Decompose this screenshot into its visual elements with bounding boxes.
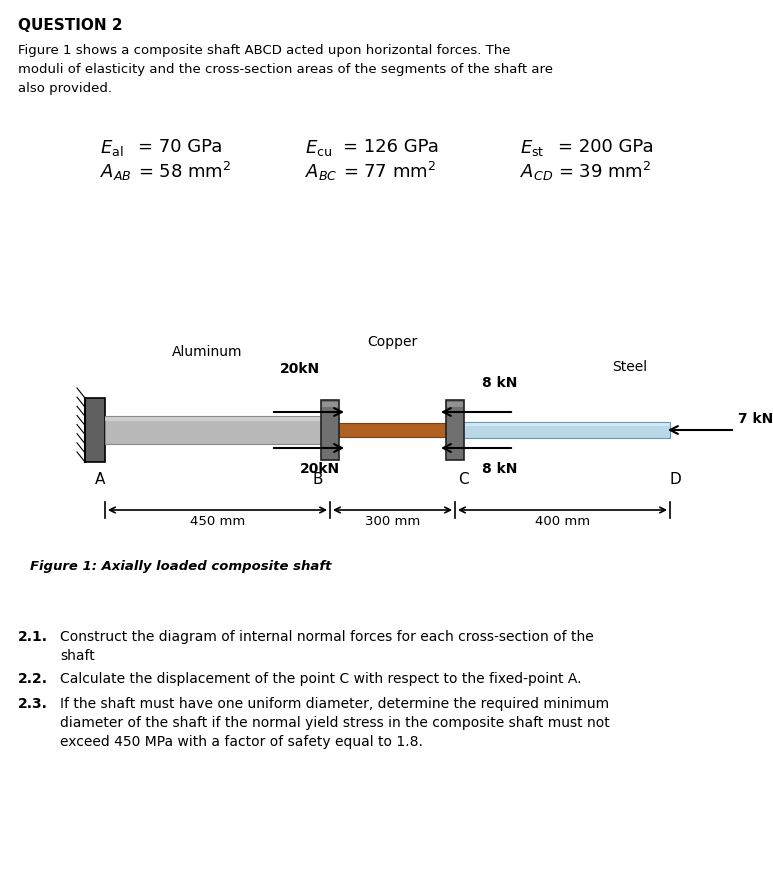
Bar xyxy=(330,423,455,437)
Text: = 58 mm$^2$: = 58 mm$^2$ xyxy=(138,162,231,182)
Text: If the shaft must have one uniform diameter, determine the required minimum: If the shaft must have one uniform diame… xyxy=(60,697,609,711)
Text: also provided.: also provided. xyxy=(18,82,112,95)
Bar xyxy=(447,402,463,407)
Text: moduli of elasticity and the cross-section areas of the segments of the shaft ar: moduli of elasticity and the cross-secti… xyxy=(18,63,553,76)
Text: $A_{AB}$: $A_{AB}$ xyxy=(100,162,131,182)
Text: 450 mm: 450 mm xyxy=(190,515,245,528)
Text: = 77 mm$^2$: = 77 mm$^2$ xyxy=(343,162,436,182)
Bar xyxy=(446,400,464,460)
Text: Figure 1 shows a composite shaft ABCD acted upon horizontal forces. The: Figure 1 shows a composite shaft ABCD ac… xyxy=(18,44,510,57)
Text: = 39 mm$^2$: = 39 mm$^2$ xyxy=(558,162,652,182)
Text: diameter of the shaft if the normal yield stress in the composite shaft must not: diameter of the shaft if the normal yiel… xyxy=(60,716,610,730)
Text: Calculate the displacement of the point C with respect to the fixed-point A.: Calculate the displacement of the point … xyxy=(60,672,581,686)
Bar xyxy=(322,402,338,407)
Text: = 200 GPa: = 200 GPa xyxy=(558,138,654,156)
Text: $E_\mathrm{al}$: $E_\mathrm{al}$ xyxy=(100,138,124,158)
Text: exceed 450 MPa with a factor of safety equal to 1.8.: exceed 450 MPa with a factor of safety e… xyxy=(60,735,423,749)
Text: 20kN: 20kN xyxy=(300,462,340,476)
Text: B: B xyxy=(313,472,323,487)
Bar xyxy=(105,417,330,421)
Text: 8 kN: 8 kN xyxy=(482,462,518,476)
Text: D: D xyxy=(669,472,681,487)
Text: 400 mm: 400 mm xyxy=(535,515,590,528)
Bar xyxy=(455,423,670,426)
Bar xyxy=(85,398,105,462)
Text: shaft: shaft xyxy=(60,649,95,663)
Text: Construct the diagram of internal normal forces for each cross-section of the: Construct the diagram of internal normal… xyxy=(60,630,594,644)
Text: 300 mm: 300 mm xyxy=(365,515,420,528)
Text: $A_{BC}$: $A_{BC}$ xyxy=(305,162,338,182)
Bar xyxy=(105,416,330,444)
Text: $A_{CD}$: $A_{CD}$ xyxy=(520,162,553,182)
Text: A: A xyxy=(95,472,105,487)
Text: 20kN: 20kN xyxy=(280,362,320,376)
Bar xyxy=(321,400,339,460)
Text: 2.2.: 2.2. xyxy=(18,672,48,686)
Text: Copper: Copper xyxy=(367,335,417,349)
Text: = 126 GPa: = 126 GPa xyxy=(343,138,439,156)
Text: 8 kN: 8 kN xyxy=(482,376,518,390)
Text: 2.3.: 2.3. xyxy=(18,697,48,711)
Text: 7 kN: 7 kN xyxy=(738,412,773,426)
Text: $E_\mathrm{cu}$: $E_\mathrm{cu}$ xyxy=(305,138,332,158)
Text: Figure 1: Axially loaded composite shaft: Figure 1: Axially loaded composite shaft xyxy=(30,560,332,573)
Text: $E_\mathrm{st}$: $E_\mathrm{st}$ xyxy=(520,138,545,158)
Text: = 70 GPa: = 70 GPa xyxy=(138,138,223,156)
Text: Steel: Steel xyxy=(612,360,648,374)
Text: C: C xyxy=(458,472,468,487)
Text: 2.1.: 2.1. xyxy=(18,630,48,644)
Bar xyxy=(455,422,670,438)
Text: Aluminum: Aluminum xyxy=(172,345,242,359)
Text: QUESTION 2: QUESTION 2 xyxy=(18,18,123,33)
